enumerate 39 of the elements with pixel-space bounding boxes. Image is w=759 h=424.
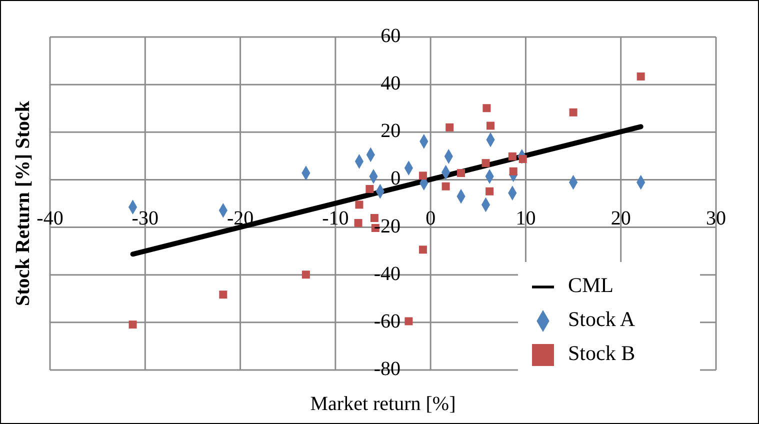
x-tick-label: 20 xyxy=(610,208,631,230)
point xyxy=(418,172,427,180)
point xyxy=(354,219,362,228)
point xyxy=(446,123,454,132)
point xyxy=(482,159,490,168)
x-tick-label: 0 xyxy=(426,208,436,230)
x-tick-label: 10 xyxy=(516,208,536,230)
point xyxy=(518,155,527,164)
x-tick-label: 30 xyxy=(706,208,726,230)
point xyxy=(508,152,516,160)
y-tick-label: -80 xyxy=(374,358,401,380)
x-tick-label: -30 xyxy=(132,208,158,230)
legend-label: Stock B xyxy=(568,341,636,365)
point xyxy=(366,184,374,193)
point xyxy=(482,104,491,112)
y-tick-label: -40 xyxy=(374,262,401,285)
legend-label: Stock A xyxy=(568,307,636,331)
point xyxy=(486,122,495,130)
y-axis-title: Stock Return [%] Stock xyxy=(12,100,34,306)
point xyxy=(302,270,310,279)
legend-label: CML xyxy=(568,273,614,297)
y-tick-label: 40 xyxy=(380,72,401,95)
point xyxy=(442,182,450,190)
point xyxy=(404,317,413,326)
y-tick-label: 20 xyxy=(380,120,401,142)
point xyxy=(355,200,364,209)
point xyxy=(219,290,228,299)
y-tick-label: -60 xyxy=(374,310,401,332)
x-tick-label: -40 xyxy=(36,208,64,230)
x-tick-label: -10 xyxy=(322,208,349,230)
point xyxy=(569,108,578,116)
x-axis-title: Market return [%] xyxy=(310,393,456,415)
point xyxy=(418,246,427,254)
y-tick-label: 0 xyxy=(390,168,401,190)
y-tick-label: 60 xyxy=(380,25,401,47)
point xyxy=(128,320,137,329)
point xyxy=(486,187,494,196)
point xyxy=(636,72,645,80)
point xyxy=(457,169,466,178)
